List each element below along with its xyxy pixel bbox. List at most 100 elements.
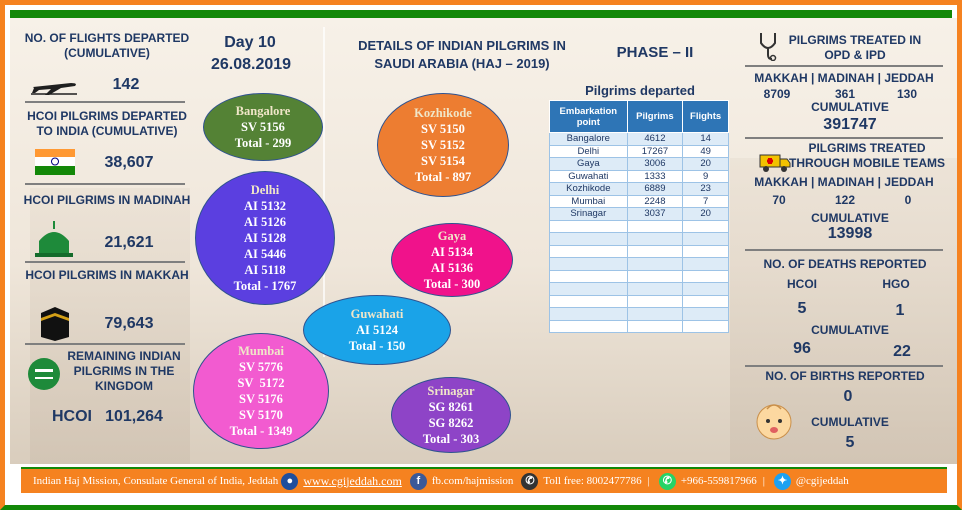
table-row: Delhi 17267 49 [549,144,729,158]
table-row: Srinagar 3037 20 [549,207,729,221]
table-cell-embarkation [549,244,628,258]
deaths-title: NO. OF DEATHS REPORTED [763,257,927,271]
footer-website-link[interactable]: www.cgijeddah.com [303,473,402,488]
table-cell-pilgrims: 2248 [626,194,684,208]
table-cell-pilgrims: 3006 [626,157,684,171]
ellipse-flight-number: AI 5126 [243,215,287,229]
main-title-line1: DETAILS OF INDIAN PILGRIMS IN [358,38,566,53]
table-cell-flights [682,319,729,333]
mobile-teams-title: PILGRIMS TREATED THROUGH MOBILE TEAMS [789,141,945,170]
ellipse-flight-number: AI 5134 [430,245,474,259]
ellipse-flight-number: SV 5172 [237,376,285,390]
ellipse-city: Delhi [250,183,280,197]
ellipse-flight-number: SV 5150 [421,122,465,136]
table-row: Bangalore 4612 14 [549,132,729,146]
opd-cumulative-label: CUMULATIVE [811,100,889,114]
flight-ellipse-kozhikode: Kozhikode SV 5150 SV 5152 SV 5154 Total - 89… [377,93,509,197]
ellipse-city: Srinagar [427,384,475,398]
top-green-stripe [10,10,952,18]
table-row [549,219,729,233]
table-cell-embarkation [549,319,628,333]
ellipse-city: Kozhikode [414,106,472,120]
table-cell-flights [682,307,729,321]
footer-bar: Indian Haj Mission, Consulate General of… [21,467,947,493]
flight-ellipse-gaya: Gaya AI 5134 AI 5136 Total - 300 [391,223,513,297]
left-divider-4 [25,343,185,345]
mobile-cumulative-value: 13998 [827,225,873,242]
departed-to-india-value: 38,607 [104,154,154,171]
ellipse-total: Total - 150 [348,339,406,353]
opd-cumulative-value: 391747 [823,116,877,133]
saudi-flag-icon [28,358,60,390]
left-divider-1 [25,101,185,103]
deaths-cumulative-hgo: 22 [893,343,911,360]
ellipse-city: Gaya [437,229,467,243]
table-cell-pilgrims: 4612 [626,132,684,146]
facebook-icon: f [409,472,427,490]
flight-ellipse-bangalore: Bangalore SV 5156 Total - 299 [203,93,323,161]
table-cell-embarkation [549,294,628,308]
left-divider-3 [25,261,185,263]
ellipse-total: Total - 303 [422,432,480,446]
table-cell-embarkation: Bangalore [549,132,628,146]
kaaba-icon [41,307,69,341]
ellipse-flight-number: SG 8261 [428,400,474,414]
ellipse-flight-number: SV 5776 [239,360,283,374]
ellipse-flight-number: SV 5170 [239,408,283,422]
remaining-label: HCOI [52,408,92,425]
table-cell-embarkation [549,282,628,296]
flights-departed-title: NO. OF FLIGHTS DEPARTED (CUMULATIVE) [24,31,190,60]
table-cell-flights: 20 [682,207,729,221]
table-row [549,282,729,296]
ellipse-total: Total - 1349 [229,424,293,438]
makkah-value: 79,643 [104,315,154,332]
deaths-hcoi-value: 5 [797,300,807,317]
table-cell-pilgrims [626,294,684,308]
table-cell-embarkation: Guwahati [549,169,628,183]
table-cell-pilgrims: 17267 [626,144,684,158]
ellipse-flight-number: AI 5128 [243,231,287,245]
mobile-madinah: 122 [834,193,856,207]
opd-jeddah: 130 [896,87,918,101]
table-cell-flights: 20 [682,157,729,171]
ellipse-flight-number: SV 5156 [241,120,285,134]
table-cell-flights [682,294,729,308]
ambulance-icon [759,154,791,172]
table-cell-embarkation [549,219,628,233]
births-cumulative-value: 5 [845,434,855,451]
table-row: Mumbai 2248 7 [549,194,729,208]
table-row [549,307,729,321]
table-cell-pilgrims [626,307,684,321]
pilgrims-departed-title: Pilgrims departed [585,83,695,98]
ellipse-total: Total - 1767 [233,279,297,293]
twitter-icon: ✦ [773,472,791,490]
ellipse-flight-number: AI 5446 [243,247,287,261]
baby-face-icon [756,404,792,440]
right-divider-4 [745,365,943,367]
table-cell-flights [682,232,729,246]
globe-icon: ● [281,472,299,490]
table-cell-pilgrims [626,269,684,283]
births-value: 0 [843,388,853,405]
deaths-hgo-value: 1 [895,302,905,319]
ellipse-flight-number: AI 5136 [430,261,474,275]
deaths-hcoi-label: HCOI [787,277,817,291]
table-cell-embarkation: Kozhikode [549,182,628,196]
main-title-line2: SAUDI ARABIA (HAJ – 2019) [374,56,550,71]
flight-ellipse-mumbai: Mumbai SV 5776 SV 5172 SV 5176 SV 5170 Total … [193,333,329,449]
table-cell-flights: 49 [682,144,729,158]
table-row: Gaya 3006 20 [549,157,729,171]
footer-facebook-link[interactable]: fb.com/hajmission [431,475,514,487]
table-cell-embarkation: Delhi [549,144,628,158]
footer-org: Indian Haj Mission, Consulate General of… [33,475,279,487]
mobile-cumulative-label: CUMULATIVE [811,211,889,225]
footer-twitter-link[interactable]: @cgijeddah [795,475,849,487]
table-cell-embarkation [549,269,628,283]
phase-label: PHASE – II [616,44,694,61]
deaths-cumulative-label: CUMULATIVE [811,323,889,337]
india-flag-icon [35,149,75,175]
ellipse-flight-number: SV 5176 [239,392,283,406]
opd-cities: MAKKAH | MADINAH | JEDDAH [754,71,934,85]
right-divider-1 [745,65,943,67]
